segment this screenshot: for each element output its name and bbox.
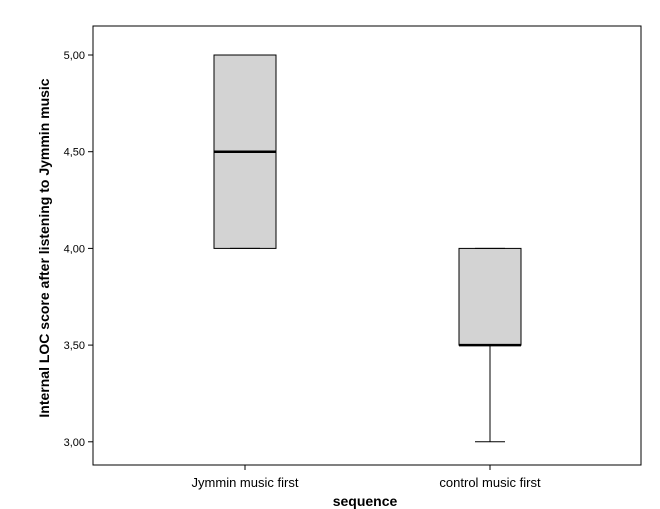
y-axis-title: Internal LOC score after listening to Jy… [36, 78, 52, 417]
y-axis-ticks: 3,00 3,50 4,00 4,50 5,00 [64, 50, 93, 449]
box-iqr [458, 247, 522, 346]
plot-frame [92, 25, 642, 466]
x-tick-label: Jymmin music first [192, 475, 299, 490]
plot-frame-layer [92, 25, 642, 466]
box-series [213, 54, 522, 443]
y-tick-label: 4,00 [64, 243, 85, 255]
y-tick-label: 3,00 [64, 437, 85, 449]
y-tick-label: 4,50 [64, 147, 85, 159]
box-group [213, 54, 277, 249]
y-tick-label: 3,50 [64, 340, 85, 352]
x-tick-label: control music first [439, 475, 541, 490]
x-axis-ticks: Jymmin music first control music first [192, 465, 541, 490]
x-axis-title: sequence [333, 493, 398, 509]
box-group [458, 247, 522, 443]
y-tick-label: 5,00 [64, 50, 85, 62]
